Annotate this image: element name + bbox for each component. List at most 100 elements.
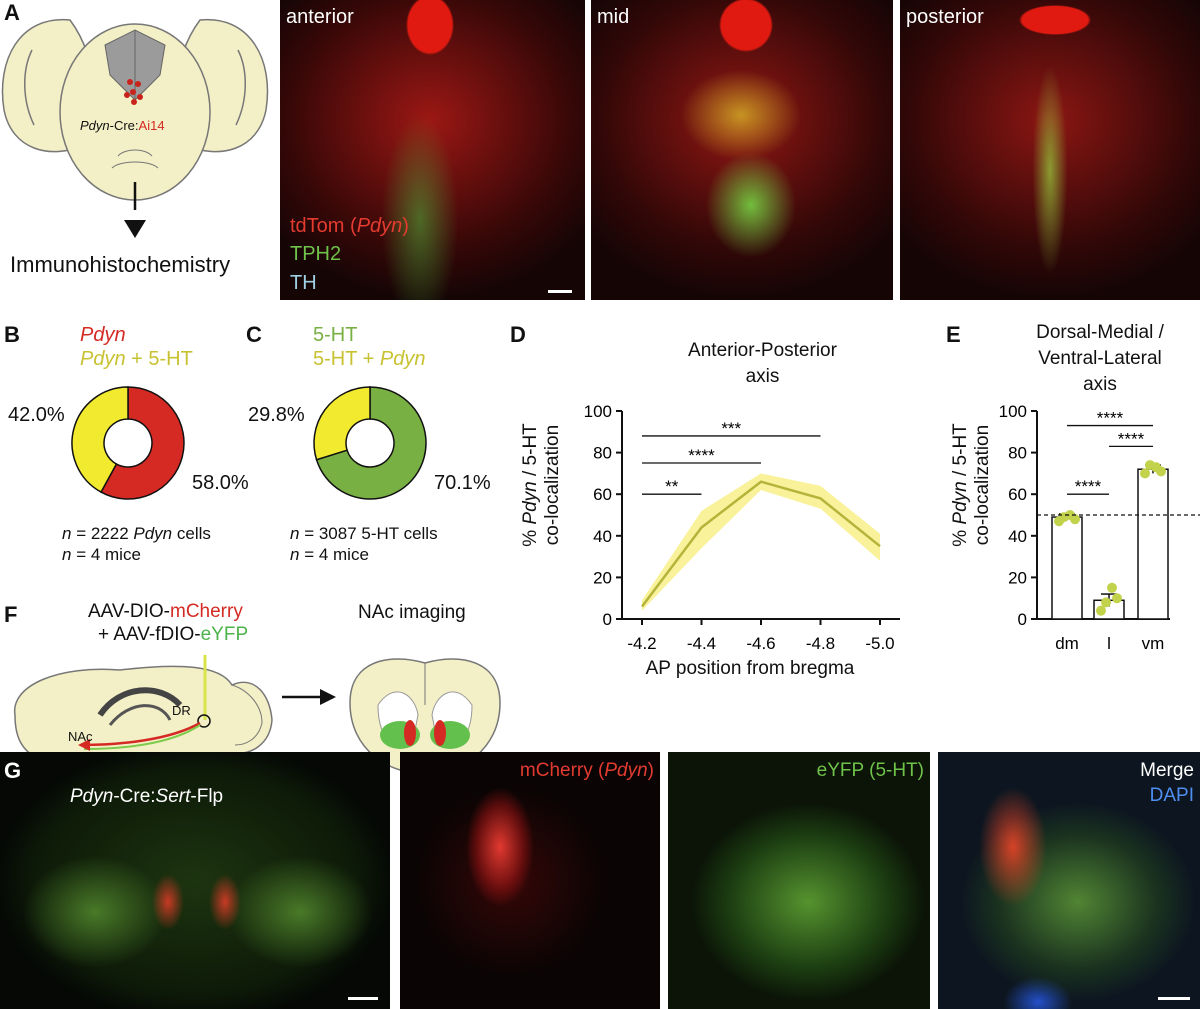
legend-pdyn: Pdyn	[80, 324, 126, 346]
pie-c-green-pct: 70.1%	[434, 472, 491, 494]
x-tick-label: vm	[1142, 634, 1165, 653]
micrograph-posterior: posterior	[900, 0, 1200, 300]
panel-letter-d: D	[510, 322, 526, 347]
data-point	[1140, 468, 1150, 479]
y-tick-label: 60	[593, 485, 612, 504]
y-tick-label: 60	[1008, 485, 1027, 504]
chart-e-ylabel: % Pdyn / 5-HT co-localization	[950, 423, 993, 547]
chart-e-title-1: Dorsal-Medial /	[1036, 322, 1164, 343]
micrograph-mid: mid	[591, 0, 893, 300]
significance-label: ****	[688, 446, 715, 465]
chart-d-ylabel: % Pdyn / 5-HT co-localization	[520, 423, 563, 547]
x-tick-label: -4.2	[627, 634, 656, 653]
x-tick-label: -5.0	[865, 634, 894, 653]
legend-5ht-pdyn: 5-HT + Pdyn	[313, 348, 426, 370]
chart-d-title-2: axis	[745, 366, 780, 387]
chart-d-xlabel: AP position from bregma	[645, 658, 855, 679]
genotype-overlay: Pdyn-Cre:Sert-Flp	[70, 786, 224, 807]
legend-th: TH	[290, 272, 317, 294]
pie-c-n-mice: n = 4 mice	[290, 545, 369, 564]
x-tick-label: dm	[1055, 634, 1079, 653]
schematic-genotype-label: Pdyn-Cre:Ai14	[80, 118, 165, 133]
micrograph-mcherry: mCherry (Pdyn)	[400, 752, 660, 1009]
y-tick-label: 20	[593, 568, 612, 587]
bar	[1137, 468, 1169, 620]
scale-bar	[548, 290, 572, 293]
pie-slice	[71, 386, 129, 494]
significance-label: ****	[1118, 429, 1145, 448]
pie-b-n-mice: n = 4 mice	[62, 545, 141, 564]
dapi-label: DAPI	[1149, 785, 1194, 806]
micrograph-title: mid	[597, 6, 630, 28]
legend-pdyn-5ht: Pdyn + 5-HT	[80, 348, 193, 370]
mcherry-label: mCherry (Pdyn)	[519, 760, 654, 781]
nac-label: NAc	[68, 729, 93, 744]
x-tick-label: -4.4	[687, 634, 716, 653]
y-tick-label: 40	[1008, 527, 1027, 546]
panel-letter-a: A	[4, 0, 20, 25]
micrograph-coronal	[0, 752, 390, 1009]
chart-e-title-3: axis	[1083, 374, 1117, 395]
dr-label: DR	[172, 703, 191, 718]
nac-imaging-title: NAc imaging	[358, 602, 466, 623]
y-tick-label: 0	[1018, 610, 1027, 629]
pie-b-red-pct: 58.0%	[192, 472, 249, 494]
data-point	[1107, 582, 1117, 593]
y-tick-label: 80	[593, 444, 612, 463]
significance-label: **	[665, 477, 679, 496]
pie-slice	[100, 386, 185, 500]
pie-c-n-cells: n = 3087 5-HT cells	[290, 524, 438, 543]
significance-label: ***	[721, 419, 741, 438]
y-tick-label: 100	[584, 402, 612, 421]
pie-c-yellow-pct: 29.8%	[248, 404, 305, 426]
aav-line-1: AAV-DIO-mCherry	[88, 601, 243, 622]
y-tick-label: 100	[999, 402, 1027, 421]
data-point	[1156, 466, 1166, 477]
pie-chart-b	[71, 386, 185, 500]
legend-tdtom: tdTom (Pdyn)	[290, 215, 409, 237]
down-arrow-icon	[124, 220, 146, 238]
micrograph-eyfp: eYFP (5-HT)	[668, 752, 930, 1009]
error-band	[642, 473, 880, 611]
pie-slice	[313, 386, 371, 461]
bar	[1051, 516, 1083, 620]
sagittal-brain-schematic	[14, 655, 501, 774]
aav-line-2: + AAV-fDIO-eYFP	[98, 624, 249, 645]
significance-label: ****	[1097, 409, 1124, 428]
chart-e-title-2: Ventral-Lateral	[1038, 348, 1162, 369]
pie-chart-c	[313, 386, 427, 500]
panel-letter-c: C	[246, 322, 262, 347]
scale-bar	[1158, 997, 1190, 1000]
legend-tph2: TPH2	[290, 243, 342, 265]
y-tick-label: 20	[1008, 568, 1027, 587]
y-tick-label: 40	[593, 527, 612, 546]
micrograph-title: posterior	[906, 6, 984, 28]
data-point	[1112, 593, 1122, 604]
data-point	[1101, 597, 1111, 608]
x-tick-label: -4.8	[806, 634, 835, 653]
x-tick-label: -4.6	[746, 634, 775, 653]
micrograph-merge: Merge DAPI	[938, 752, 1200, 1009]
panel-a-brain-schematic	[1, 18, 269, 210]
pie-b-n-cells: n = 2222 Pdyn cells	[62, 524, 211, 543]
pie-b-yellow-pct: 42.0%	[8, 404, 65, 426]
eyfp-label: eYFP (5-HT)	[816, 760, 924, 781]
chart-d-title-1: Anterior-Posterior	[688, 340, 837, 361]
series-line	[641, 480, 881, 608]
panel-letter-g: G	[4, 758, 22, 783]
y-tick-label: 0	[603, 610, 612, 629]
micrograph-anterior: anterior tdTom (Pdyn) TPH2 TH	[280, 0, 585, 300]
panel-letter-f: F	[4, 602, 18, 627]
immunohistochemistry-caption: Immunohistochemistry	[10, 252, 231, 277]
y-tick-label: 80	[1008, 444, 1027, 463]
data-point	[1096, 605, 1106, 616]
data-point	[1070, 514, 1080, 525]
scale-bar	[348, 997, 378, 1000]
micrograph-title: anterior	[286, 6, 354, 28]
merge-label: Merge	[1140, 760, 1194, 781]
legend-5ht: 5-HT	[313, 324, 358, 346]
significance-label: ****	[1075, 477, 1102, 496]
pie-slice	[315, 386, 427, 500]
